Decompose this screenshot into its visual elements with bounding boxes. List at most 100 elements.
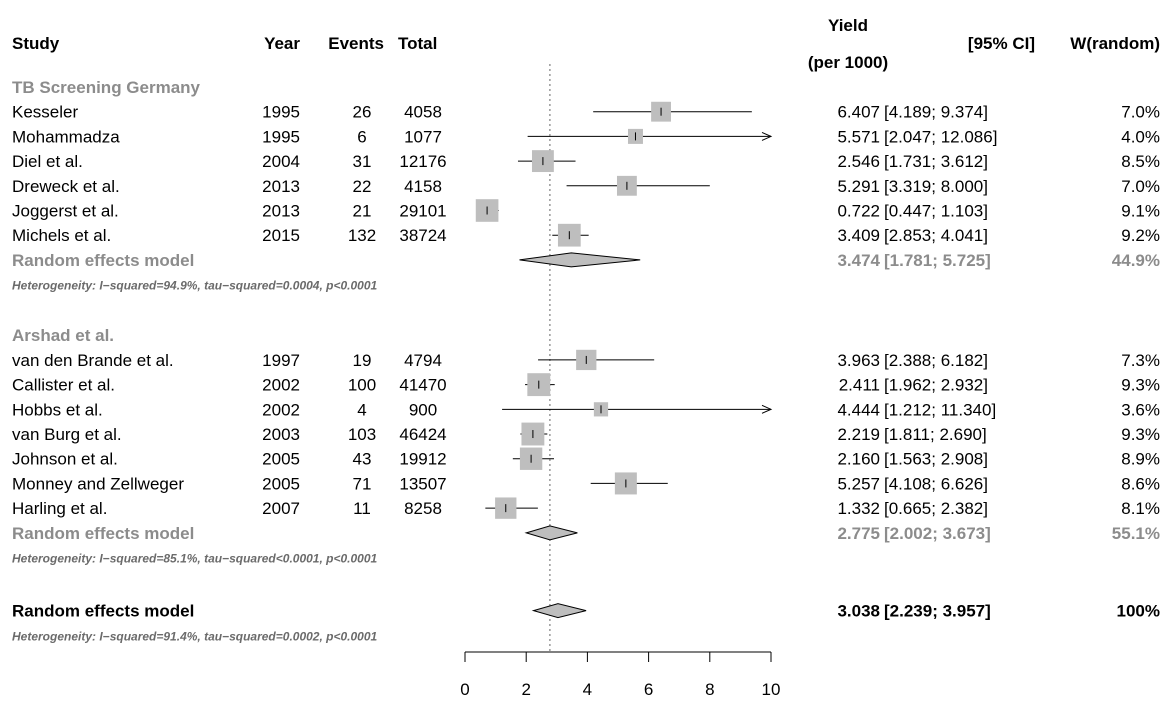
study-total: 46424 [399,425,446,444]
study-ci: [3.319; 8.000] [884,177,988,196]
study-name: Diel et al. [12,152,83,171]
header-events: Events [328,34,384,53]
study-ci: [4.108; 6.626] [884,474,988,493]
x-tick-label: 2 [521,680,530,699]
subgroup-pooled-label: Random effects model [12,524,194,543]
study-total: 41470 [399,376,446,395]
overall-pooled-yield: 3.038 [837,602,880,621]
study-total: 29101 [399,202,446,221]
study-yield: 3.963 [837,351,880,370]
study-events: 43 [353,450,372,469]
subgroup-pooled-yield: 3.474 [837,251,880,270]
study-total: 4058 [404,103,442,122]
subgroup-pooled-weight: 44.9% [1112,251,1160,270]
subgroup-pooled-diamond [524,525,578,541]
subgroup-pooled-label: Random effects model [12,251,194,270]
study-year: 2005 [262,450,300,469]
subgroup-pooled-diamond [519,252,641,268]
study-year: 2013 [262,202,300,221]
study-yield: 5.257 [837,474,880,493]
study-yield: 0.722 [837,202,880,221]
study-yield: 1.332 [837,499,880,518]
study-weight: 9.3% [1121,425,1160,444]
x-tick-label: 6 [644,680,653,699]
study-yield: 5.571 [837,127,880,146]
subgroup-pooled-ci: [2.002; 3.673] [884,524,991,543]
study-events: 132 [348,226,376,245]
study-year: 1995 [262,103,300,122]
study-name: Callister et al. [12,376,115,395]
overall-pooled-diamond [531,603,587,619]
study-events: 21 [353,202,372,221]
study-total: 900 [409,400,437,419]
study-name: Monney and Zellweger [12,474,184,493]
ci-arrow [761,131,773,141]
study-events: 19 [353,351,372,370]
x-tick-label: 4 [583,680,592,699]
subgroup-pooled-weight: 55.1% [1112,524,1160,543]
study-yield: 6.407 [837,103,880,122]
study-total: 12176 [399,152,446,171]
overall-pooled-ci: [2.239; 3.957] [884,602,991,621]
heterogeneity-text: Heterogeneity: I−squared=94.9%, tau−squa… [12,279,378,293]
study-ci: [1.563; 2.908] [884,450,988,469]
study-total: 19912 [399,450,446,469]
study-ci: [1.731; 3.612] [884,152,988,171]
subgroup-title: TB Screening Germany [12,78,201,97]
study-events: 6 [357,127,366,146]
study-ci: [2.388; 6.182] [884,351,988,370]
study-events: 100 [348,376,376,395]
study-events: 22 [353,177,372,196]
study-total: 1077 [404,127,442,146]
study-yield: 4.444 [837,400,880,419]
study-name: Johnson et al. [12,450,118,469]
heterogeneity-text: Heterogeneity: I−squared=85.1%, tau−squa… [12,552,378,566]
study-weight: 9.3% [1121,376,1160,395]
overall-pooled-weight: 100% [1117,602,1160,621]
header-ci: [95% CI] [968,34,1035,53]
study-name: Joggerst et al. [12,202,119,221]
header-yield-line2: (per 1000) [808,53,888,72]
study-year: 2015 [262,226,300,245]
study-yield: 2.411 [839,376,880,395]
study-total: 8258 [404,499,442,518]
ci-arrow [761,404,773,414]
subgroup-pooled-yield: 2.775 [837,524,880,543]
heterogeneity-text: Heterogeneity: I−squared=91.4%, tau−squa… [12,629,378,643]
overall-pooled-label: Random effects model [12,602,194,621]
study-weight: 3.6% [1121,400,1160,419]
subgroup-pooled-ci: [1.781; 5.725] [884,251,991,270]
study-ci: [4.189; 9.374] [884,103,988,122]
study-name: Mohammadza [12,127,120,146]
header-weight: W(random) [1070,34,1160,53]
study-weight: 7.3% [1121,351,1160,370]
forest-rows: TB Screening Germany Kesseler 1995 26 4058 6.… [12,78,1160,643]
header-row: Study Year Events Total Yield (per 1000)… [12,16,1160,72]
study-yield: 3.409 [837,226,880,245]
study-ci: [0.665; 2.382] [884,499,988,518]
study-year: 2002 [262,376,300,395]
x-tick-label: 0 [460,680,469,699]
study-ci: [0.447; 1.103] [884,202,988,221]
study-weight: 4.0% [1121,127,1160,146]
study-name: Hobbs et al. [12,400,103,419]
study-weight: 8.6% [1121,474,1160,493]
study-total: 4158 [404,177,442,196]
study-yield: 2.546 [837,152,880,171]
study-events: 4 [357,400,366,419]
study-year: 2003 [262,425,300,444]
x-tick-label: 8 [705,680,714,699]
study-weight: 9.1% [1121,202,1160,221]
study-year: 2013 [262,177,300,196]
study-year: 1995 [262,127,300,146]
study-weight: 8.9% [1121,450,1160,469]
study-weight: 8.5% [1121,152,1160,171]
study-yield: 2.219 [837,425,880,444]
study-name: Dreweck et al. [12,177,120,196]
x-tick-label: 10 [762,680,781,699]
study-weight: 7.0% [1121,103,1160,122]
header-study: Study [12,34,60,53]
study-events: 31 [353,152,372,171]
study-name: van Burg et al. [12,425,122,444]
